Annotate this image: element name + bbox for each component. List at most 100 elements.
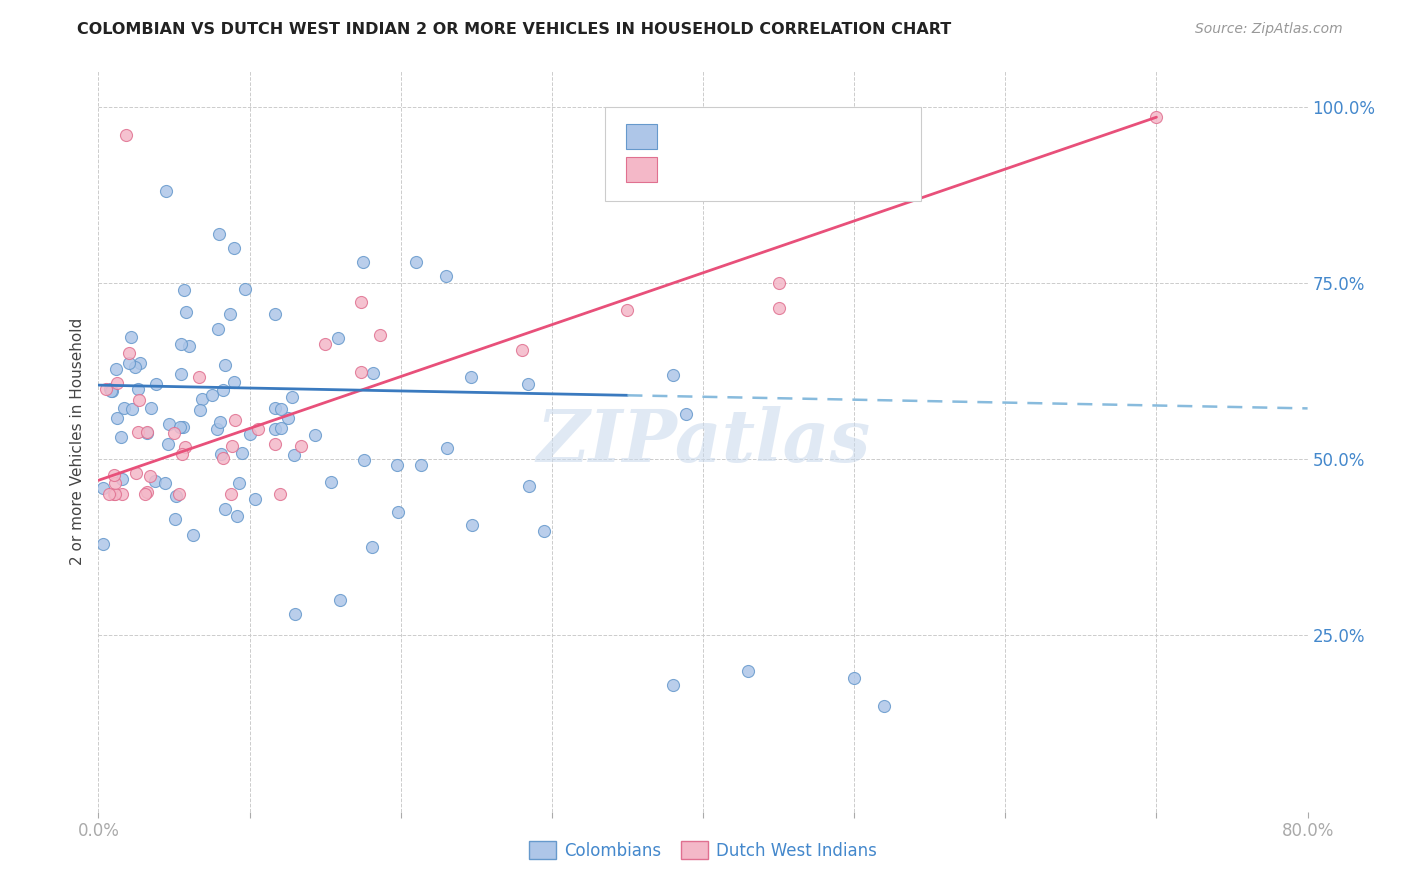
Point [155, 184, 177, 198]
Point [247, 421, 270, 435]
Point [98, 382, 121, 396]
Point [181, 528, 204, 542]
Point [263, 437, 285, 451]
Point [233, 282, 256, 296]
Point [329, 593, 352, 607]
Point [239, 427, 262, 442]
Point [157, 417, 180, 431]
Legend: Colombians, Dutch West Indians: Colombians, Dutch West Indians [523, 835, 883, 866]
Point [101, 384, 124, 398]
Point [110, 430, 132, 444]
Text: COLOMBIAN VS DUTCH WEST INDIAN 2 OR MORE VEHICLES IN HOUSEHOLD CORRELATION CHART: COLOMBIAN VS DUTCH WEST INDIAN 2 OR MORE… [77, 22, 952, 37]
Point [188, 369, 211, 384]
Point [326, 330, 349, 344]
Point [205, 422, 228, 436]
Point [361, 366, 384, 380]
Point [353, 452, 375, 467]
Point [157, 436, 180, 450]
Point [269, 487, 291, 501]
Point [264, 307, 287, 321]
Point [153, 475, 176, 490]
Point [405, 254, 427, 268]
Y-axis label: 2 or more Vehicles in Household: 2 or more Vehicles in Household [70, 318, 86, 566]
Point [675, 407, 697, 421]
Point [139, 469, 162, 483]
Point [768, 301, 790, 315]
Point [361, 540, 384, 554]
Point [191, 392, 214, 407]
Point [436, 441, 458, 455]
Point [201, 388, 224, 402]
Point [120, 330, 142, 344]
Point [145, 475, 167, 489]
Point [350, 364, 373, 378]
Point [172, 420, 194, 434]
Point [105, 376, 128, 390]
Point [174, 305, 197, 319]
Point [387, 505, 409, 519]
Point [125, 467, 148, 481]
Point [224, 413, 246, 427]
Point [134, 487, 156, 501]
Point [661, 678, 683, 692]
Point [214, 501, 236, 516]
Point [409, 458, 432, 472]
Point [385, 458, 408, 472]
Point [219, 487, 242, 501]
Point [208, 227, 231, 241]
Point [118, 356, 141, 370]
Point [873, 698, 896, 713]
Point [145, 376, 167, 391]
Point [225, 509, 247, 524]
Point [104, 362, 127, 376]
Point [167, 487, 190, 501]
Point [136, 485, 159, 500]
Point [165, 512, 187, 526]
Point [212, 384, 235, 398]
Point [209, 447, 232, 461]
Point [135, 425, 157, 439]
Point [350, 295, 373, 310]
Point [228, 475, 250, 490]
Point [281, 390, 304, 404]
Point [111, 472, 134, 486]
Point [127, 382, 149, 396]
Point [91, 537, 114, 551]
Point [212, 450, 235, 465]
Point [111, 487, 134, 501]
Point [264, 401, 287, 416]
Text: R = -0.022   N = 88: R = -0.022 N = 88 [671, 128, 860, 145]
Point [129, 355, 152, 369]
Point [231, 446, 253, 460]
Point [304, 427, 326, 442]
Text: Source: ZipAtlas.com: Source: ZipAtlas.com [1195, 22, 1343, 37]
Point [277, 411, 299, 425]
Point [283, 448, 305, 462]
Point [188, 403, 211, 417]
Point [284, 607, 307, 622]
Point [207, 321, 229, 335]
Point [124, 360, 146, 375]
Point [321, 475, 343, 490]
Point [243, 491, 266, 506]
Point [1144, 110, 1167, 124]
Point [263, 422, 285, 436]
Point [98, 487, 121, 501]
Point [214, 358, 236, 372]
Point [127, 425, 149, 439]
Point [270, 401, 292, 416]
Point [114, 128, 136, 142]
Point [94, 382, 117, 396]
Point [104, 487, 127, 501]
Point [314, 337, 336, 351]
Point [179, 339, 201, 353]
Point [661, 368, 683, 382]
Point [103, 468, 125, 483]
Point [460, 370, 482, 384]
Point [533, 524, 555, 538]
Point [173, 440, 195, 454]
Point [118, 346, 141, 360]
Text: ZIPatlas: ZIPatlas [536, 406, 870, 477]
Point [209, 415, 232, 429]
Point [737, 664, 759, 678]
